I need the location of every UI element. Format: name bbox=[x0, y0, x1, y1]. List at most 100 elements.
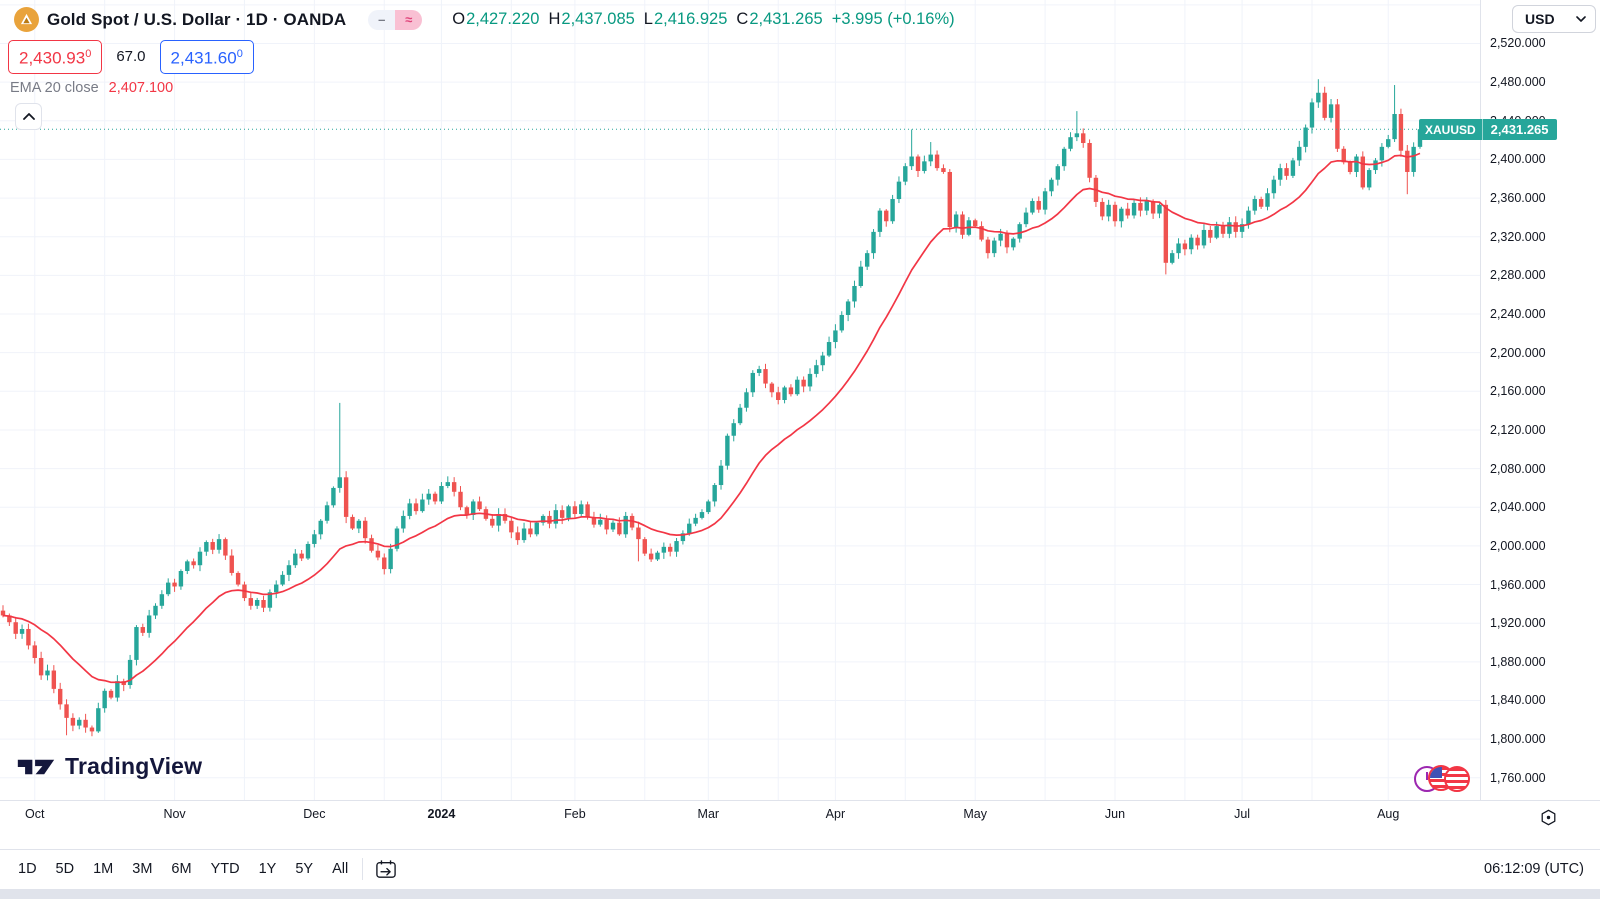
chart-pane[interactable]: Gold Spot / U.S. Dollar · 1D · OANDA – ≈… bbox=[0, 0, 1480, 800]
time-axis[interactable]: Oct Nov Dec 2024 Feb Mar Apr May Jun Jul Aug bbox=[0, 800, 1600, 849]
marker-toggle[interactable]: – ≈ bbox=[368, 9, 423, 30]
gear-icon bbox=[1541, 809, 1555, 825]
symbol-title[interactable]: Gold Spot / U.S. Dollar · 1D · OANDA bbox=[47, 9, 347, 29]
candle-body bbox=[1328, 104, 1334, 118]
range-button-1d[interactable]: 1D bbox=[18, 861, 37, 877]
go-to-date-button[interactable] bbox=[375, 859, 397, 879]
range-button-1y[interactable]: 1Y bbox=[258, 861, 277, 877]
candle-body bbox=[464, 507, 470, 515]
change-value: +3.995 (+0.16%) bbox=[831, 10, 955, 28]
indicator-name[interactable]: EMA 20 close bbox=[10, 80, 99, 96]
candle-body bbox=[1239, 224, 1245, 232]
candle-body bbox=[267, 592, 273, 608]
candle-body bbox=[706, 501, 711, 513]
candle-body bbox=[598, 519, 603, 525]
candle-body bbox=[1100, 201, 1105, 217]
candle-body bbox=[140, 627, 145, 633]
candle-body bbox=[451, 482, 457, 492]
price-axis-label: 2,280.000 bbox=[1490, 268, 1546, 283]
candle-body bbox=[337, 477, 342, 488]
last-price-value: 2,431.265 bbox=[1482, 119, 1557, 140]
candle-body bbox=[13, 622, 18, 634]
candle-body bbox=[1265, 193, 1270, 207]
candle-body bbox=[1087, 142, 1092, 178]
candle-body bbox=[718, 465, 724, 486]
collapse-legend-button[interactable] bbox=[15, 103, 42, 130]
ohlc-values: O 2,427.220 H 2,437.085 L 2,416.925 C 2,431.… bbox=[452, 10, 954, 29]
candle-body bbox=[369, 538, 374, 551]
candle-body bbox=[439, 485, 444, 502]
price-axis[interactable]: 2,520.0002,480.0002,440.0002,400.0002,36… bbox=[1480, 0, 1600, 849]
currency-dropdown[interactable]: USD bbox=[1512, 5, 1596, 33]
month-label-apr: Apr bbox=[825, 807, 846, 821]
ask-price-sup: 0 bbox=[236, 48, 243, 60]
candle-body bbox=[388, 548, 393, 570]
price-axis-label: 1,840.000 bbox=[1490, 693, 1546, 708]
candle-body bbox=[1354, 156, 1359, 172]
candle-body bbox=[591, 516, 597, 525]
range-button-6m[interactable]: 6M bbox=[171, 861, 192, 877]
range-button-5y[interactable]: 5Y bbox=[295, 861, 314, 877]
candle-body bbox=[350, 516, 355, 529]
candle-body bbox=[356, 520, 362, 529]
candle-body bbox=[362, 520, 368, 539]
candle-body bbox=[490, 518, 495, 526]
minus-toggle-icon[interactable]: – bbox=[368, 9, 396, 30]
tradingview-logo[interactable]: TradingView bbox=[16, 753, 202, 780]
flag-stack-icon bbox=[1444, 766, 1470, 792]
candle-body bbox=[909, 156, 914, 167]
candle-body bbox=[680, 533, 686, 542]
indicator-legend[interactable]: EMA 20 close 2,407.100 bbox=[10, 80, 173, 96]
candle-body bbox=[642, 539, 647, 554]
range-button-5d[interactable]: 5D bbox=[55, 861, 75, 877]
candle-body bbox=[623, 515, 628, 535]
market-flags[interactable] bbox=[1414, 765, 1472, 793]
candle-body bbox=[693, 517, 698, 524]
candle-body bbox=[572, 506, 578, 515]
candle-body bbox=[1081, 133, 1086, 143]
scale-settings-button[interactable] bbox=[1537, 806, 1559, 828]
candle-body bbox=[146, 615, 152, 633]
clock[interactable]: 06:12:09 (UTC) bbox=[1484, 861, 1584, 877]
oanda-symbol-icon[interactable] bbox=[14, 7, 39, 32]
candle-body bbox=[915, 156, 921, 172]
ask-price: 2,431.60 bbox=[170, 48, 237, 68]
candle-body bbox=[566, 506, 571, 518]
candlestick-chart[interactable] bbox=[0, 0, 1480, 800]
candle-body bbox=[1049, 179, 1054, 192]
price-axis-label: 2,320.000 bbox=[1490, 229, 1546, 244]
candle-body bbox=[1017, 224, 1022, 239]
candle-body bbox=[254, 600, 260, 606]
candle-body bbox=[1011, 238, 1016, 248]
candle-body bbox=[795, 379, 800, 395]
buy-button[interactable]: 2,431.600 bbox=[159, 40, 254, 74]
candle-body bbox=[864, 253, 870, 267]
candle-body bbox=[820, 355, 825, 366]
chevron-down-icon bbox=[1576, 16, 1586, 22]
candle-body bbox=[687, 523, 692, 534]
range-button-3m[interactable]: 3M bbox=[132, 861, 153, 877]
candle-body bbox=[547, 515, 552, 524]
ema-line[interactable] bbox=[2, 152, 1421, 684]
candle-body bbox=[19, 628, 25, 634]
candle-body bbox=[45, 670, 50, 676]
sell-button[interactable]: 2,430.930 bbox=[8, 40, 103, 74]
currency-label: USD bbox=[1525, 11, 1555, 27]
candle-body bbox=[1036, 200, 1041, 210]
candle-body bbox=[331, 487, 336, 506]
candle-body bbox=[604, 519, 609, 530]
candle-body bbox=[1195, 237, 1200, 246]
range-button-1m[interactable]: 1M bbox=[93, 861, 114, 877]
candle-body bbox=[1150, 200, 1156, 214]
candle-body bbox=[0, 610, 6, 616]
gold-icon bbox=[20, 13, 33, 25]
candle-body bbox=[394, 528, 400, 549]
range-button-ytd[interactable]: YTD bbox=[210, 861, 240, 877]
candle-body bbox=[769, 383, 775, 393]
candle-body bbox=[953, 214, 959, 228]
candle-body bbox=[1284, 168, 1289, 176]
wave-toggle-icon[interactable]: ≈ bbox=[395, 9, 423, 30]
month-label-2024: 2024 bbox=[427, 807, 456, 821]
range-button-all[interactable]: All bbox=[332, 861, 349, 877]
candle-body bbox=[299, 553, 304, 559]
